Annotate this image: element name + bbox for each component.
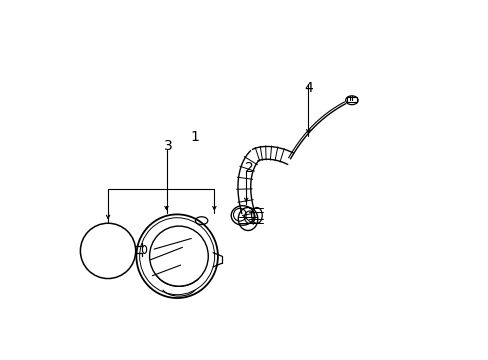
Circle shape — [80, 223, 135, 279]
Text: 1: 1 — [190, 130, 199, 144]
Text: 4: 4 — [304, 81, 312, 95]
Text: 3: 3 — [163, 139, 172, 153]
Bar — [346, 97, 356, 102]
Text: 2: 2 — [245, 161, 254, 175]
